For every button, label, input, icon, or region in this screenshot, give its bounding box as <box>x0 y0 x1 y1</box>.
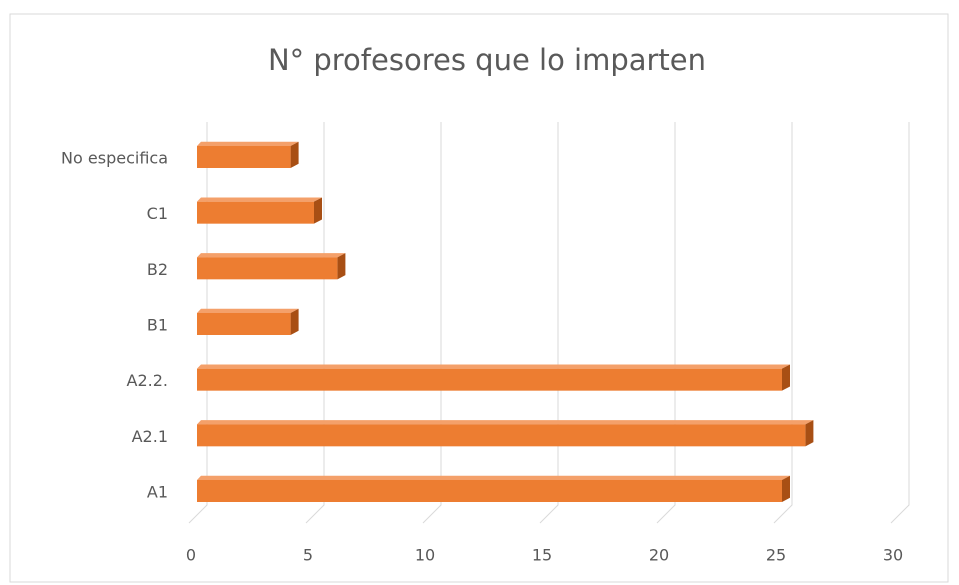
bar <box>197 368 782 391</box>
grid-line <box>188 122 208 524</box>
y-tick-label: A1 <box>147 483 168 502</box>
x-tick-label: 0 <box>186 546 196 565</box>
y-tick-label: C1 <box>147 204 168 223</box>
grid-line <box>422 122 442 524</box>
bar <box>197 201 314 224</box>
grid-line <box>305 122 325 524</box>
x-tick-label: 5 <box>303 546 313 565</box>
x-tick-label: 10 <box>415 546 435 565</box>
x-tick-label: 25 <box>766 546 786 565</box>
bar-top <box>197 197 322 202</box>
chart-title: N° profesores que lo imparten <box>268 43 706 77</box>
bar-top <box>197 364 790 369</box>
bar <box>197 424 806 447</box>
grid-line <box>773 122 793 524</box>
x-tick-label: 20 <box>649 546 669 565</box>
y-tick-label: B1 <box>147 316 168 335</box>
grid-line <box>890 122 910 524</box>
y-tick-label: A2.2. <box>127 371 168 390</box>
bar-side <box>782 364 790 391</box>
bar-side <box>290 141 299 168</box>
bar-side <box>337 253 346 280</box>
bar <box>197 257 338 280</box>
y-tick-label: B2 <box>147 260 168 279</box>
bar-top <box>197 475 790 480</box>
bar-side <box>314 197 322 224</box>
y-tick-label: A2.1 <box>132 427 168 446</box>
bar <box>197 480 782 502</box>
bar-top <box>197 141 299 146</box>
bar-side <box>290 308 299 335</box>
y-tick-label: No especifica <box>61 149 168 168</box>
bar <box>197 146 291 168</box>
x-tick-label: 15 <box>532 546 552 565</box>
x-tick-label: 30 <box>883 546 903 565</box>
grid-line <box>656 122 676 524</box>
bar-top <box>197 308 299 313</box>
bar-top <box>197 253 346 258</box>
bar-side <box>782 475 790 502</box>
bar-top <box>197 420 814 425</box>
bar-side <box>805 420 814 447</box>
bar <box>197 313 291 335</box>
grid-line <box>539 122 559 524</box>
